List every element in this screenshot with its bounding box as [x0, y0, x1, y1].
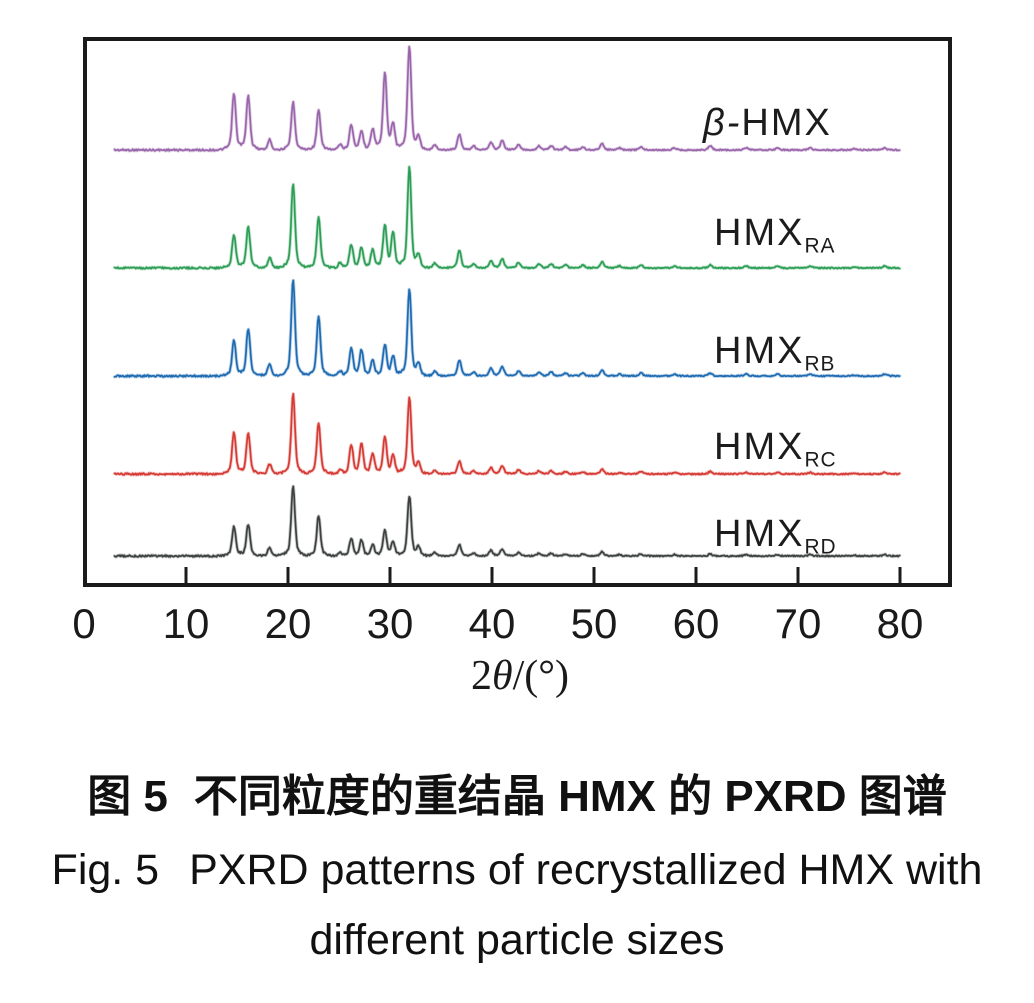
caption-english-text-line2: different particle sizes [309, 916, 725, 964]
trace-hmx-rc [113, 392, 901, 476]
caption-chinese: 图 5 不同粒度的重结晶 HMX 的 PXRD 图谱 [0, 760, 1034, 824]
x-axis-label-prefix: 2 [470, 653, 492, 699]
x-tick-label-20: 20 [264, 600, 312, 647]
caption-english-text: PXRD patterns of recrystallized HMX with [189, 846, 983, 894]
x-tick-label-80: 80 [876, 600, 924, 647]
trace-hmx-rd [113, 485, 901, 558]
series-label-subscript: RA [804, 234, 836, 258]
plot-frame [83, 37, 952, 587]
caption-english-line1: Fig. 5 PXRD patterns of recrystallized HM… [0, 846, 1034, 895]
series-label-hmx-rc: HMXRC [714, 426, 837, 472]
x-axis-label-suffix: /(°) [512, 653, 570, 699]
series-label-base: HMX [741, 102, 832, 144]
series-label-hmx-ra: HMXRA [714, 212, 835, 258]
series-label-subscript: RC [804, 448, 837, 472]
caption-english-line2: different particle sizes [0, 916, 1034, 965]
series-label-hmx-rb: HMXRB [714, 330, 835, 376]
series-label-beta-hmx: β-HMX [703, 102, 832, 148]
x-tick-label-50: 50 [570, 600, 618, 647]
trace-beta-hmx [113, 45, 901, 152]
series-label-lead: β- [703, 102, 742, 144]
x-tick-label-0: 0 [72, 600, 96, 647]
x-tick-label-30: 30 [366, 600, 414, 647]
trace-hmx-ra [113, 165, 901, 270]
series-label-base: HMX [714, 212, 805, 254]
theta-symbol: θ [491, 653, 513, 699]
series-label-subscript: RD [804, 535, 837, 559]
x-tick-label-10: 10 [162, 600, 210, 647]
series-label-hmx-rd: HMXRD [714, 513, 837, 559]
x-tick-label-70: 70 [774, 600, 822, 647]
series-label-base: HMX [714, 426, 805, 468]
series-label-base: HMX [714, 330, 805, 372]
x-axis-label: 2θ/(°) [471, 652, 569, 700]
caption-chinese-text: 不同粒度的重结晶 HMX 的 PXRD 图谱 [193, 772, 947, 821]
x-tick-label-40: 40 [468, 600, 516, 647]
trace-hmx-rb [113, 279, 901, 378]
series-label-subscript: RB [804, 352, 836, 376]
series-label-base: HMX [714, 513, 805, 555]
x-tick-label-60: 60 [672, 600, 720, 647]
caption-chinese-fig-number: 图 5 [87, 772, 168, 821]
caption-english-fig-number: Fig. 5 [51, 846, 160, 894]
